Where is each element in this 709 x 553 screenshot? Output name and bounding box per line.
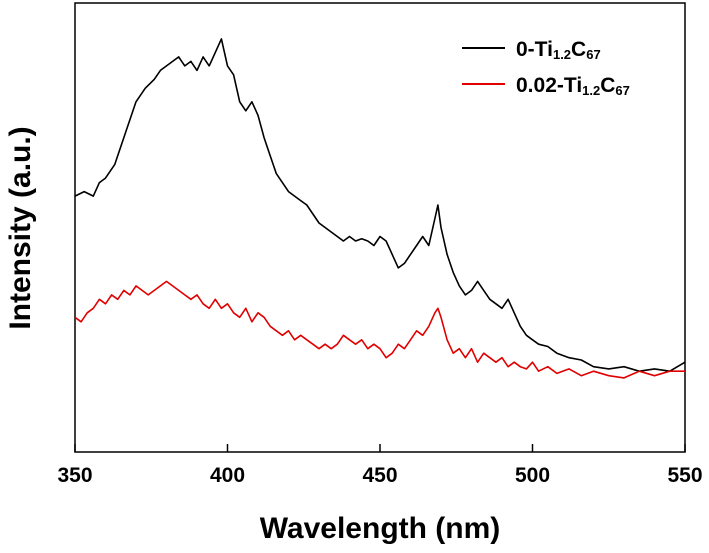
legend: 0-Ti1.2C67 0.02-Ti1.2C67 [462,38,630,98]
series-lines [74,38,686,379]
x-axis-tick-labels: 350 400 450 500 550 [57,464,702,487]
x-tick-label: 350 [57,464,92,487]
x-axis-ticks [74,444,686,452]
x-tick-label: 550 [667,464,702,487]
x-tick-label: 400 [210,464,245,487]
x-axis-title: Wavelength (nm) [260,512,501,545]
legend-label-1: 0.02-Ti1.2C67 [516,74,630,98]
y-axis-title: Intensity (a.u.) [4,126,37,329]
series-line-0 [74,38,686,373]
plot-frame [74,2,686,453]
legend-label-0: 0-Ti1.2C67 [516,38,601,62]
x-tick-label: 450 [362,464,397,487]
series-line-1 [74,280,685,379]
x-tick-label: 500 [515,464,550,487]
